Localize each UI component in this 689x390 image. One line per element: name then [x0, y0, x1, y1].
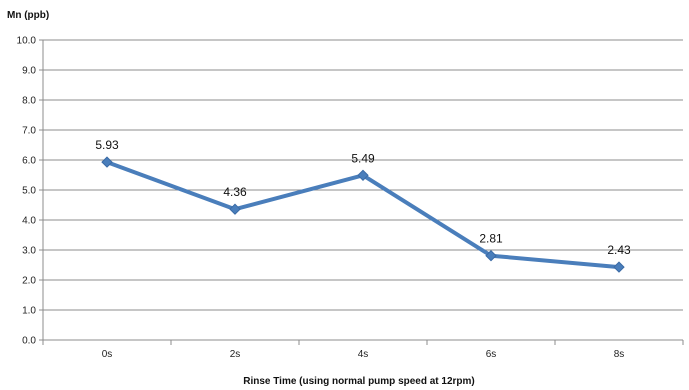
- data-label: 2.43: [607, 243, 631, 257]
- data-labels: 5.93 4.36 5.49 2.81 2.43: [95, 138, 631, 257]
- data-point-marker: [357, 169, 369, 182]
- y-tick-label: 9.0: [22, 66, 36, 77]
- y-tick-label: 10.0: [17, 36, 37, 47]
- data-point-marker: [485, 249, 497, 262]
- x-tick-label: 2s: [230, 349, 241, 360]
- y-axis-title: Mn (ppb): [7, 10, 49, 21]
- y-tick-label: 8.0: [22, 96, 36, 107]
- x-tick-label: 0s: [102, 349, 113, 360]
- x-axis-title: Rinse Time (using normal pump speed at 1…: [243, 376, 475, 387]
- y-tick-label: 7.0: [22, 126, 36, 137]
- x-axis-ticks: 0s 2s 4s 6s 8s: [42, 340, 684, 360]
- y-tick-label: 4.0: [22, 216, 36, 227]
- gridlines: [43, 39, 683, 311]
- data-label: 5.93: [95, 138, 119, 152]
- y-tick-label: 0.0: [22, 336, 36, 347]
- y-tick-label: 1.0: [22, 306, 36, 317]
- series: [101, 156, 625, 273]
- y-tick-label: 5.0: [22, 186, 36, 197]
- data-label: 2.81: [479, 232, 503, 246]
- data-point-marker: [613, 261, 625, 273]
- data-point-marker: [229, 203, 241, 215]
- x-tick-label: 4s: [358, 349, 369, 360]
- y-tick-label: 2.0: [22, 276, 36, 287]
- data-label: 5.49: [351, 151, 375, 165]
- data-label: 4.36: [223, 185, 247, 199]
- x-tick-label: 8s: [614, 349, 625, 360]
- y-tick-label: 6.0: [22, 156, 36, 167]
- y-tick-label: 3.0: [22, 246, 36, 257]
- x-tick-label: 6s: [486, 349, 497, 360]
- y-axis-ticks: 0.0 1.0 2.0 3.0 4.0 5.0 6.0 7.0 8.0 9.0 10.0: [17, 36, 43, 347]
- data-point-marker: [101, 156, 113, 168]
